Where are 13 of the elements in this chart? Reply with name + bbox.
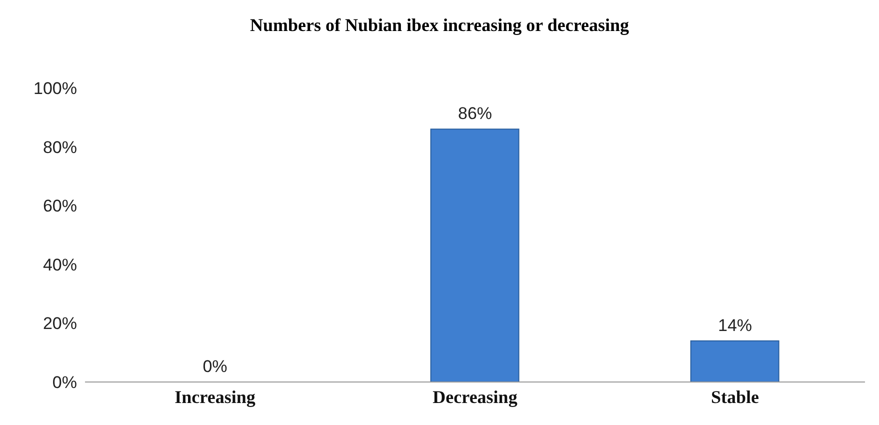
y-tick-label: 40% [42, 255, 77, 274]
y-tick-label: 80% [42, 138, 77, 157]
x-tick-label: Stable [710, 386, 760, 407]
y-tick-label: 60% [42, 196, 77, 216]
chart-title: Numbers of Nubian ibex increasing or decreasing [248, 14, 630, 37]
x-tick-label: Decreasing [432, 386, 518, 407]
x-tick-label: Increasing [174, 386, 256, 407]
y-tick-label: 20% [42, 314, 77, 334]
data-label: 0% [202, 357, 228, 376]
y-tick-label: 0% [52, 373, 77, 392]
y-tick-label: 100% [34, 79, 77, 98]
data-label: 14% [718, 316, 752, 335]
data-label: 86% [458, 104, 492, 124]
